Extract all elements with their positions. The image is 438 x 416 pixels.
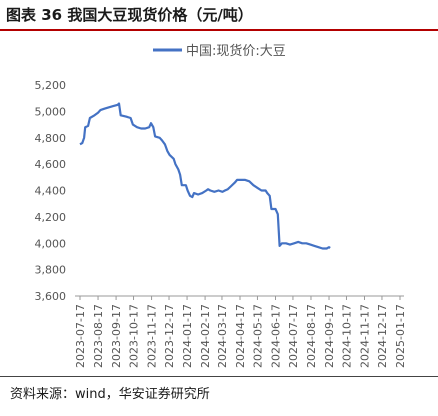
x-tick-label: 2024-03-17 — [216, 304, 229, 368]
x-axis: 2023-07-17 2023-08-17 2023-09-17 2023-10-17… — [74, 296, 407, 368]
y-tick-label: 5,000 — [35, 105, 67, 118]
x-tick-label: 2024-07-17 — [287, 304, 300, 368]
title-divider — [0, 29, 438, 31]
y-tick-label: 4,800 — [35, 132, 67, 145]
y-tick-label: 3,600 — [35, 290, 67, 303]
x-tick-label: 2023-12-17 — [163, 304, 176, 368]
x-tick-label: 2024-05-17 — [251, 304, 264, 368]
footer-divider — [0, 376, 438, 377]
y-tick-label: 4,400 — [35, 185, 67, 198]
x-tick-label: 2023-07-17 — [74, 304, 87, 368]
x-tick-label: 2024-11-17 — [359, 304, 372, 368]
legend-label: 中国:现货价:大豆 — [186, 43, 286, 59]
series-line-soybean-spot-price — [79, 102, 331, 250]
x-tick-label: 2025-01-17 — [394, 304, 407, 368]
x-tick-label: 2024-10-17 — [340, 304, 353, 368]
x-tick-label: 2024-01-17 — [181, 304, 194, 368]
x-tick-label: 2023-08-17 — [92, 304, 105, 368]
source-note: 资料来源：wind，华安证券研究所 — [10, 387, 210, 402]
y-axis: 3,600 3,800 4,000 4,200 4,400 4,600 4,800 5,000… — [35, 79, 67, 303]
x-tick-label: 2024-04-17 — [234, 304, 247, 368]
y-tick-label: 4,000 — [35, 237, 67, 250]
y-tick-label: 4,600 — [35, 158, 67, 171]
x-tick-label: 2023-11-17 — [146, 304, 159, 368]
legend: 中国:现货价:大豆 — [153, 43, 286, 59]
x-tick-label: 2024-06-17 — [269, 304, 282, 368]
chart-title: 图表 36 我国大豆现货价格（元/吨） — [6, 6, 253, 24]
x-tick-label: 2024-09-17 — [323, 304, 336, 368]
line-chart: 中国:现货价:大豆 3,600 3,800 4,000 4,200 4,400 4,600… — [35, 43, 408, 368]
x-tick-label: 2024-12-17 — [376, 304, 389, 368]
x-tick-label: 2023-10-17 — [128, 304, 141, 368]
x-tick-label: 2023-09-17 — [110, 304, 123, 368]
x-tick-label: 2024-02-17 — [199, 304, 212, 368]
y-tick-label: 5,200 — [35, 79, 67, 92]
y-tick-label: 3,800 — [35, 264, 67, 277]
y-tick-label: 4,200 — [35, 211, 67, 224]
x-tick-label: 2024-08-17 — [305, 304, 318, 368]
